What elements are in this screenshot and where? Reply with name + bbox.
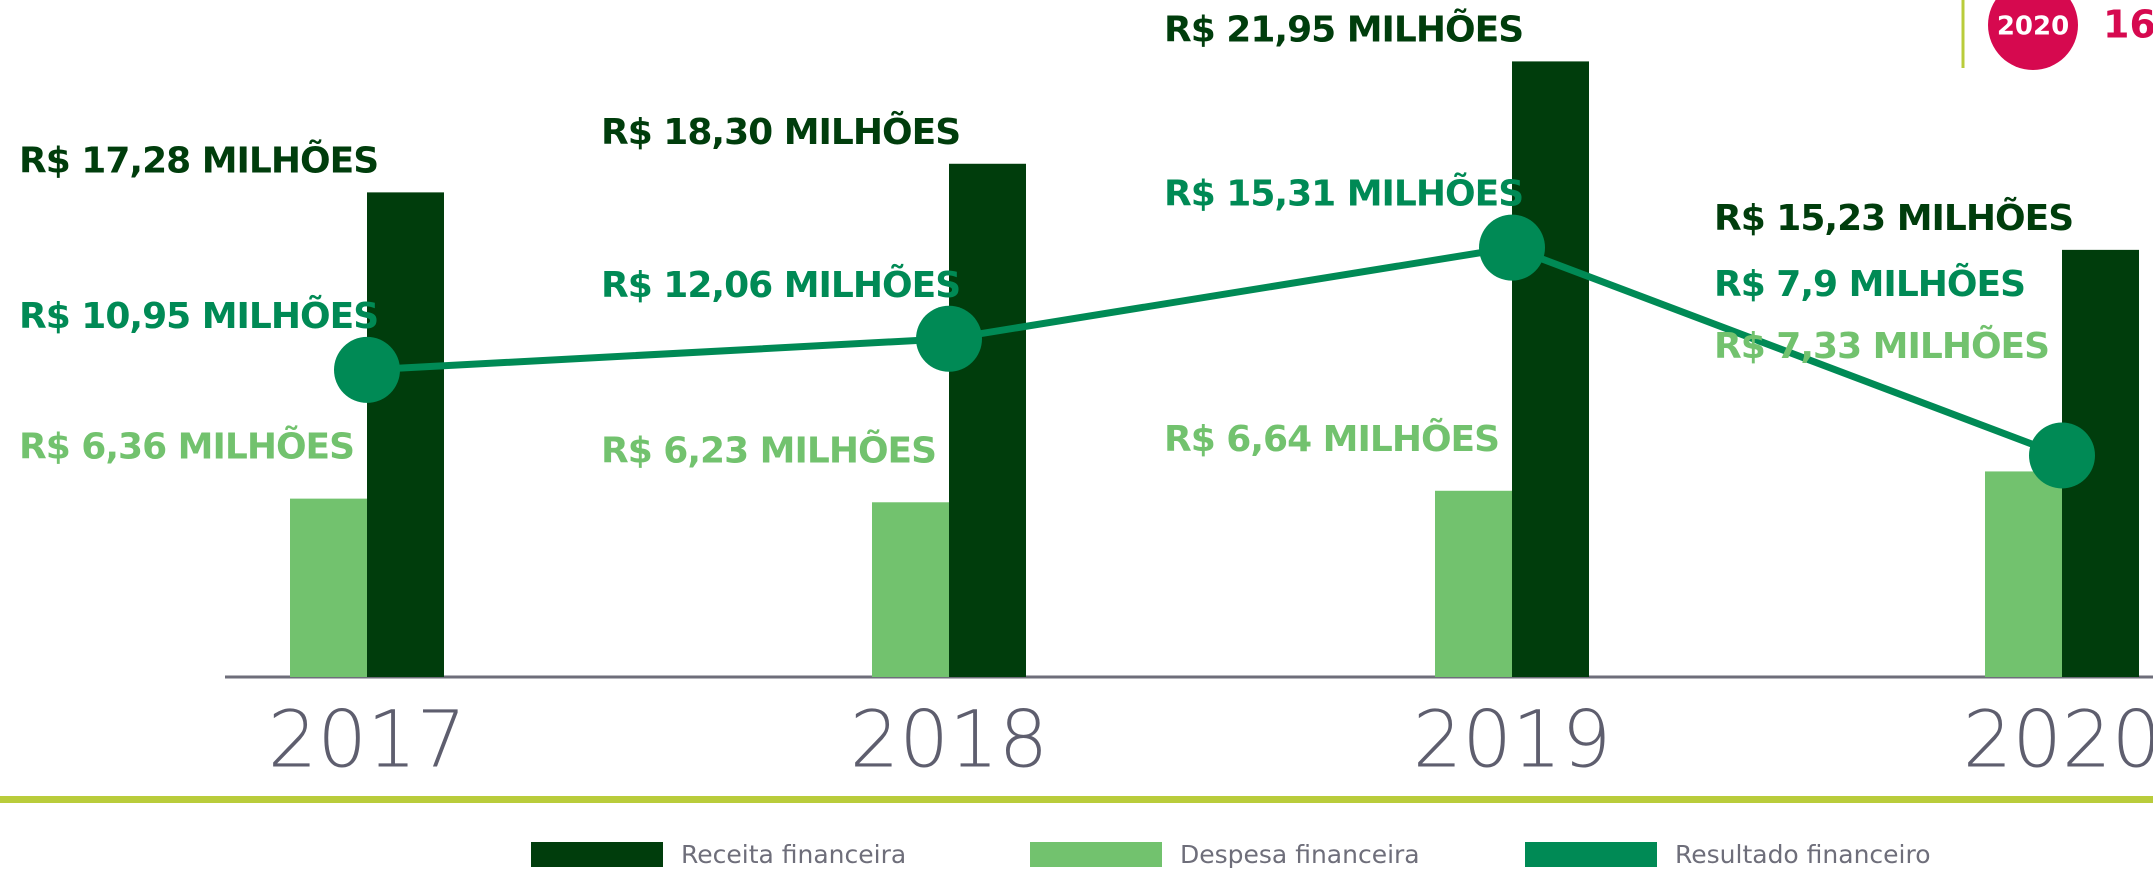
- x-tick-label: 2018: [850, 696, 1049, 786]
- value-label: R$ 21,95 MILHÕES: [1164, 8, 1523, 50]
- line: [366, 244, 2064, 459]
- point: [1479, 214, 1545, 281]
- value-label: R$ 15,23 MILHÕES: [1714, 197, 2073, 239]
- value-label: R$ 17,28 MILHÕES: [19, 139, 378, 181]
- value-label: R$ 7,33 MILHÕES: [1714, 325, 2049, 367]
- bar: [1435, 490, 1512, 677]
- legend-swatch: [531, 842, 663, 867]
- legend-label: Despesa financeira: [1180, 840, 1420, 869]
- value-label: R$ 10,95 MILHÕES: [19, 295, 378, 337]
- legend-label: Receita financeira: [681, 840, 906, 869]
- legend-swatch: [1030, 842, 1162, 867]
- point: [916, 305, 982, 372]
- page-number: 16: [2103, 3, 2153, 47]
- bar: [872, 502, 949, 677]
- legend-label: Resultado financeiro: [1675, 840, 1931, 869]
- divider: [0, 796, 2153, 803]
- badge-circle: [1988, 0, 2078, 70]
- value-label: R$ 7,9 MILHÕES: [1714, 263, 2025, 305]
- point: [2029, 422, 2095, 489]
- value-label: R$ 12,06 MILHÕES: [601, 264, 960, 306]
- x-tick-label: 2020: [1963, 696, 2153, 786]
- x-tick-label: 2019: [1413, 696, 1612, 786]
- bar: [1512, 61, 1589, 677]
- value-label: R$ 15,31 MILHÕES: [1164, 173, 1523, 215]
- value-label: R$ 18,30 MILHÕES: [601, 111, 960, 153]
- legend-swatch: [1525, 842, 1657, 867]
- bar: [290, 498, 367, 677]
- value-label: R$ 6,36 MILHÕES: [19, 426, 354, 468]
- bar: [1985, 471, 2062, 677]
- value-label: R$ 6,64 MILHÕES: [1164, 418, 1499, 460]
- bar: [367, 192, 444, 677]
- point: [334, 336, 400, 403]
- bar: [949, 163, 1026, 677]
- x-tick-label: 2017: [268, 696, 467, 786]
- value-label: R$ 6,23 MILHÕES: [601, 429, 936, 471]
- badge-year: 2020: [1997, 12, 2069, 42]
